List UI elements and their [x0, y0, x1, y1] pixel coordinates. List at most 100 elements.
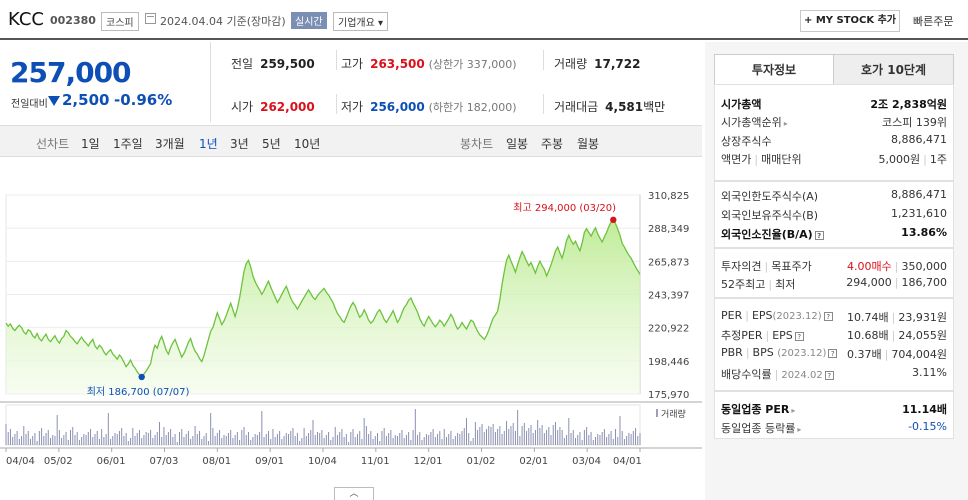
add-mystock-button[interactable]: + MY STOCK 추가	[800, 10, 900, 32]
help-icon: ?	[814, 230, 824, 240]
foreign-limit-row: 외국인한도주식수(A) 8,886,471	[721, 188, 947, 203]
candle-chart-label: 봉차트	[460, 137, 494, 151]
tab-10y[interactable]: 10년	[294, 137, 321, 151]
price-chart[interactable]: 310,825 288,349 265,873 243,397 220,922 198,4…	[0, 183, 702, 473]
divider	[543, 94, 544, 114]
y-tick-label: 198,446	[648, 357, 689, 368]
x-axis: 04/04 05/02 06/01 07/03 08/01 09/01 10/04 11/01…	[0, 447, 702, 467]
right-panel: 투자정보 호가 10단계 시가총액 2조 2,838억원 시가총액순위 ▸ 코스피 1…	[705, 42, 968, 500]
sector-box: 동일업종 PER ▸ 11.14배 동일업종 등락률 ▸ -0.15%	[714, 391, 954, 439]
extreme-marks: 최고 294,000 (03/20) 최저 186,700 (07/07)	[87, 202, 617, 398]
x-tick-label: 01/02	[467, 456, 496, 467]
trade-amount: 거래대금 4,581백만	[554, 100, 666, 114]
volume-legend-swatch	[656, 409, 658, 417]
y-tick-label: 310,825	[648, 191, 689, 202]
sector-change-row[interactable]: 동일업종 등락률 ▸ -0.15%	[721, 420, 947, 435]
x-tick-label: 04/01	[613, 456, 642, 467]
tab-1d[interactable]: 1일	[81, 137, 100, 151]
change-value: 2,500	[48, 91, 109, 109]
divider	[336, 50, 337, 70]
x-tick-label: 03/04	[572, 456, 601, 467]
x-tick-label: 10/04	[308, 456, 337, 467]
chevron-right-icon: ▸	[797, 425, 802, 434]
tab-1w[interactable]: 1주일	[113, 137, 143, 151]
tab-monthly[interactable]: 월봉	[577, 137, 600, 151]
divider	[336, 94, 337, 114]
market-cap-row: 시가총액 2조 2,838억원	[721, 98, 947, 111]
pbr-row: PBR | BPS (2023.12)? 0.37배 | 704,004원	[721, 346, 947, 361]
x-tick-label: 12/01	[414, 456, 443, 467]
tab-daily[interactable]: 일봉	[506, 137, 529, 151]
y-tick-label: 288,349	[648, 224, 689, 235]
volume-frame	[5, 404, 641, 446]
divider	[543, 50, 544, 70]
x-tick-label: 05/02	[44, 456, 73, 467]
market-badge: 코스피	[101, 12, 139, 31]
company-info-label: 기업개요	[338, 18, 375, 29]
help-icon: ?	[828, 348, 838, 358]
collapse-chart-button[interactable]: ︿	[334, 487, 374, 500]
day-open: 시가 262,000	[231, 100, 315, 114]
help-icon: ?	[824, 370, 834, 380]
week52-row: 52주최고 | 최저 294,000 | 186,700	[721, 276, 947, 291]
calendar-icon	[145, 13, 156, 24]
market-cap-box: 시가총액 2조 2,838억원 시가총액순위 ▸ 코스피 139위 상장주식수 8,88…	[714, 84, 954, 181]
help-icon: ?	[823, 311, 833, 321]
valuation-box: PER | EPS(2023.12)? 10.74배 | 23,931원 추정PER | EP…	[714, 298, 954, 391]
volume: 거래량 17,722	[554, 57, 641, 71]
tab-invest-info[interactable]: 투자정보	[714, 54, 834, 85]
x-tick-label: 07/03	[150, 456, 179, 467]
tab-hoga-10[interactable]: 호가 10단계	[833, 54, 954, 85]
x-tick-label: 11/01	[361, 456, 390, 467]
foreign-hold-row: 외국인보유주식수(B) 1,231,610	[721, 207, 947, 222]
opinion-box: 투자의견 | 목표주가 4.00매수 | 350,000 52주최고 | 최저 294,000 |…	[714, 248, 954, 298]
x-tick-label: 08/01	[202, 456, 231, 467]
period-tabs: 선차트 1일 1주일 3개월 1년 3년 5년 10년 봉차트 일봉 주봉 월봉	[0, 125, 702, 157]
y-tick-label: 243,397	[648, 291, 689, 302]
foreign-ratio-row: 외국인소진율(B/A)? 13.86%	[721, 226, 947, 241]
change-amount: 2,500	[62, 91, 110, 109]
day-low: 저가 256,000 (하한가 182,000)	[341, 100, 517, 114]
stock-code: 002380	[50, 14, 96, 27]
help-icon: ?	[794, 331, 804, 341]
tab-weekly[interactable]: 주봉	[541, 137, 564, 151]
realtime-button[interactable]: 실시간	[291, 12, 327, 29]
x-tick-label: 09/01	[255, 456, 284, 467]
current-price: 257,000	[10, 56, 132, 89]
prev-close: 전일 259,500	[231, 57, 315, 71]
volume-legend-label: 거래량	[661, 408, 686, 420]
company-info-button[interactable]: 기업개요 ▾	[333, 12, 389, 31]
tab-3m[interactable]: 3개월	[155, 137, 185, 151]
tab-1y[interactable]: 1년	[199, 137, 218, 151]
y-tick-label: 175,970	[648, 390, 689, 401]
shares-row: 상장주식수 8,886,471	[721, 133, 947, 148]
change-label: 전일대비	[11, 99, 48, 110]
y-axis: 310,825 288,349 265,873 243,397 220,922 198,4…	[648, 191, 689, 401]
min-label: 최저 186,700 (07/07)	[87, 386, 190, 398]
par-row: 액면가 | 매매단위 5,000원 | 1주	[721, 153, 947, 166]
chevron-right-icon: ▸	[783, 119, 788, 128]
opinion-row: 투자의견 | 목표주가 4.00매수 | 350,000	[721, 260, 947, 273]
stock-header: KCC 002380 코스피 2024.04.04 기준(장마감) 실시간 기업…	[0, 0, 968, 40]
foreign-box: 외국인한도주식수(A) 8,886,471 외국인보유주식수(B) 1,231,61…	[714, 181, 954, 248]
sector-per-row[interactable]: 동일업종 PER ▸ 11.14배	[721, 403, 947, 416]
day-high: 고가 263,500 (상한가 337,000)	[341, 57, 517, 71]
tab-3y[interactable]: 3년	[230, 137, 249, 151]
quick-order-link[interactable]: 빠른주문	[913, 15, 954, 28]
quote-date: 2024.04.04 기준(장마감)	[160, 15, 286, 28]
price-area	[6, 219, 640, 394]
est-per-row: 추정PER | EPS? 10.68배 | 24,055원	[721, 329, 947, 342]
line-chart-label: 선차트	[36, 137, 70, 151]
volume-bars: 거래량	[0, 401, 702, 446]
min-point	[138, 373, 145, 381]
down-triangle-icon	[48, 95, 60, 106]
x-tick-label: 06/01	[97, 456, 126, 467]
y-tick-label: 265,873	[648, 257, 689, 268]
stock-name: KCC	[8, 9, 44, 30]
x-tick-label: 02/01	[519, 456, 548, 467]
chevron-down-icon: ▾	[378, 18, 384, 29]
tab-5y[interactable]: 5년	[262, 137, 281, 151]
max-point	[610, 216, 617, 224]
cap-rank-row[interactable]: 시가총액순위 ▸ 코스피 139위	[721, 116, 947, 129]
dividend-row: 배당수익률 | 2024.02? 3.11%	[721, 366, 947, 381]
